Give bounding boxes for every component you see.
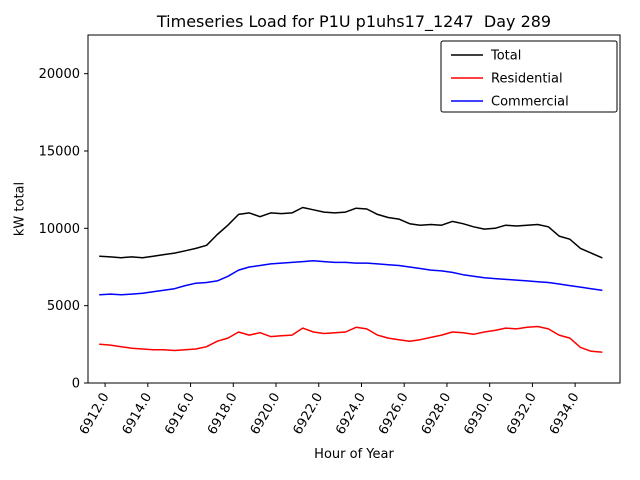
legend-label-total: Total xyxy=(490,49,521,64)
x-tick-label: 6928.0 xyxy=(419,391,455,438)
axes-box xyxy=(87,34,621,384)
y-tick-label: 5000 xyxy=(47,299,80,314)
y-tick-label: 20000 xyxy=(39,67,80,82)
x-axis-label: Hour of Year xyxy=(314,447,394,462)
y-tick-label: 10000 xyxy=(39,222,80,237)
x-tick-label: 6924.0 xyxy=(333,391,369,438)
x-tick-label: 6934.0 xyxy=(547,391,583,438)
x-tick-label: 6916.0 xyxy=(162,391,198,438)
y-tick-label: 15000 xyxy=(39,145,80,160)
series-line-residential xyxy=(99,325,603,353)
series-line-total xyxy=(99,206,603,259)
x-tick-label: 6914.0 xyxy=(120,391,156,438)
legend-label-commercial: Commercial xyxy=(491,95,569,110)
legend-box xyxy=(440,40,618,113)
x-tick-label: 6926.0 xyxy=(376,391,412,438)
y-tick-label: 0 xyxy=(72,377,80,392)
x-tick-label: 6912.0 xyxy=(77,391,113,438)
x-tick-label: 6930.0 xyxy=(461,390,497,437)
series-line-commercial xyxy=(99,260,603,296)
x-tick-label: 6920.0 xyxy=(248,391,284,438)
x-tick-label: 6918.0 xyxy=(205,391,241,438)
legend-label-residential: Residential xyxy=(491,72,563,87)
chart-title: Timeseries Load for P1U p1uhs17_1247 Day… xyxy=(156,12,552,31)
x-tick-label: 6922.0 xyxy=(290,391,326,438)
x-tick-label: 6932.0 xyxy=(504,391,540,438)
